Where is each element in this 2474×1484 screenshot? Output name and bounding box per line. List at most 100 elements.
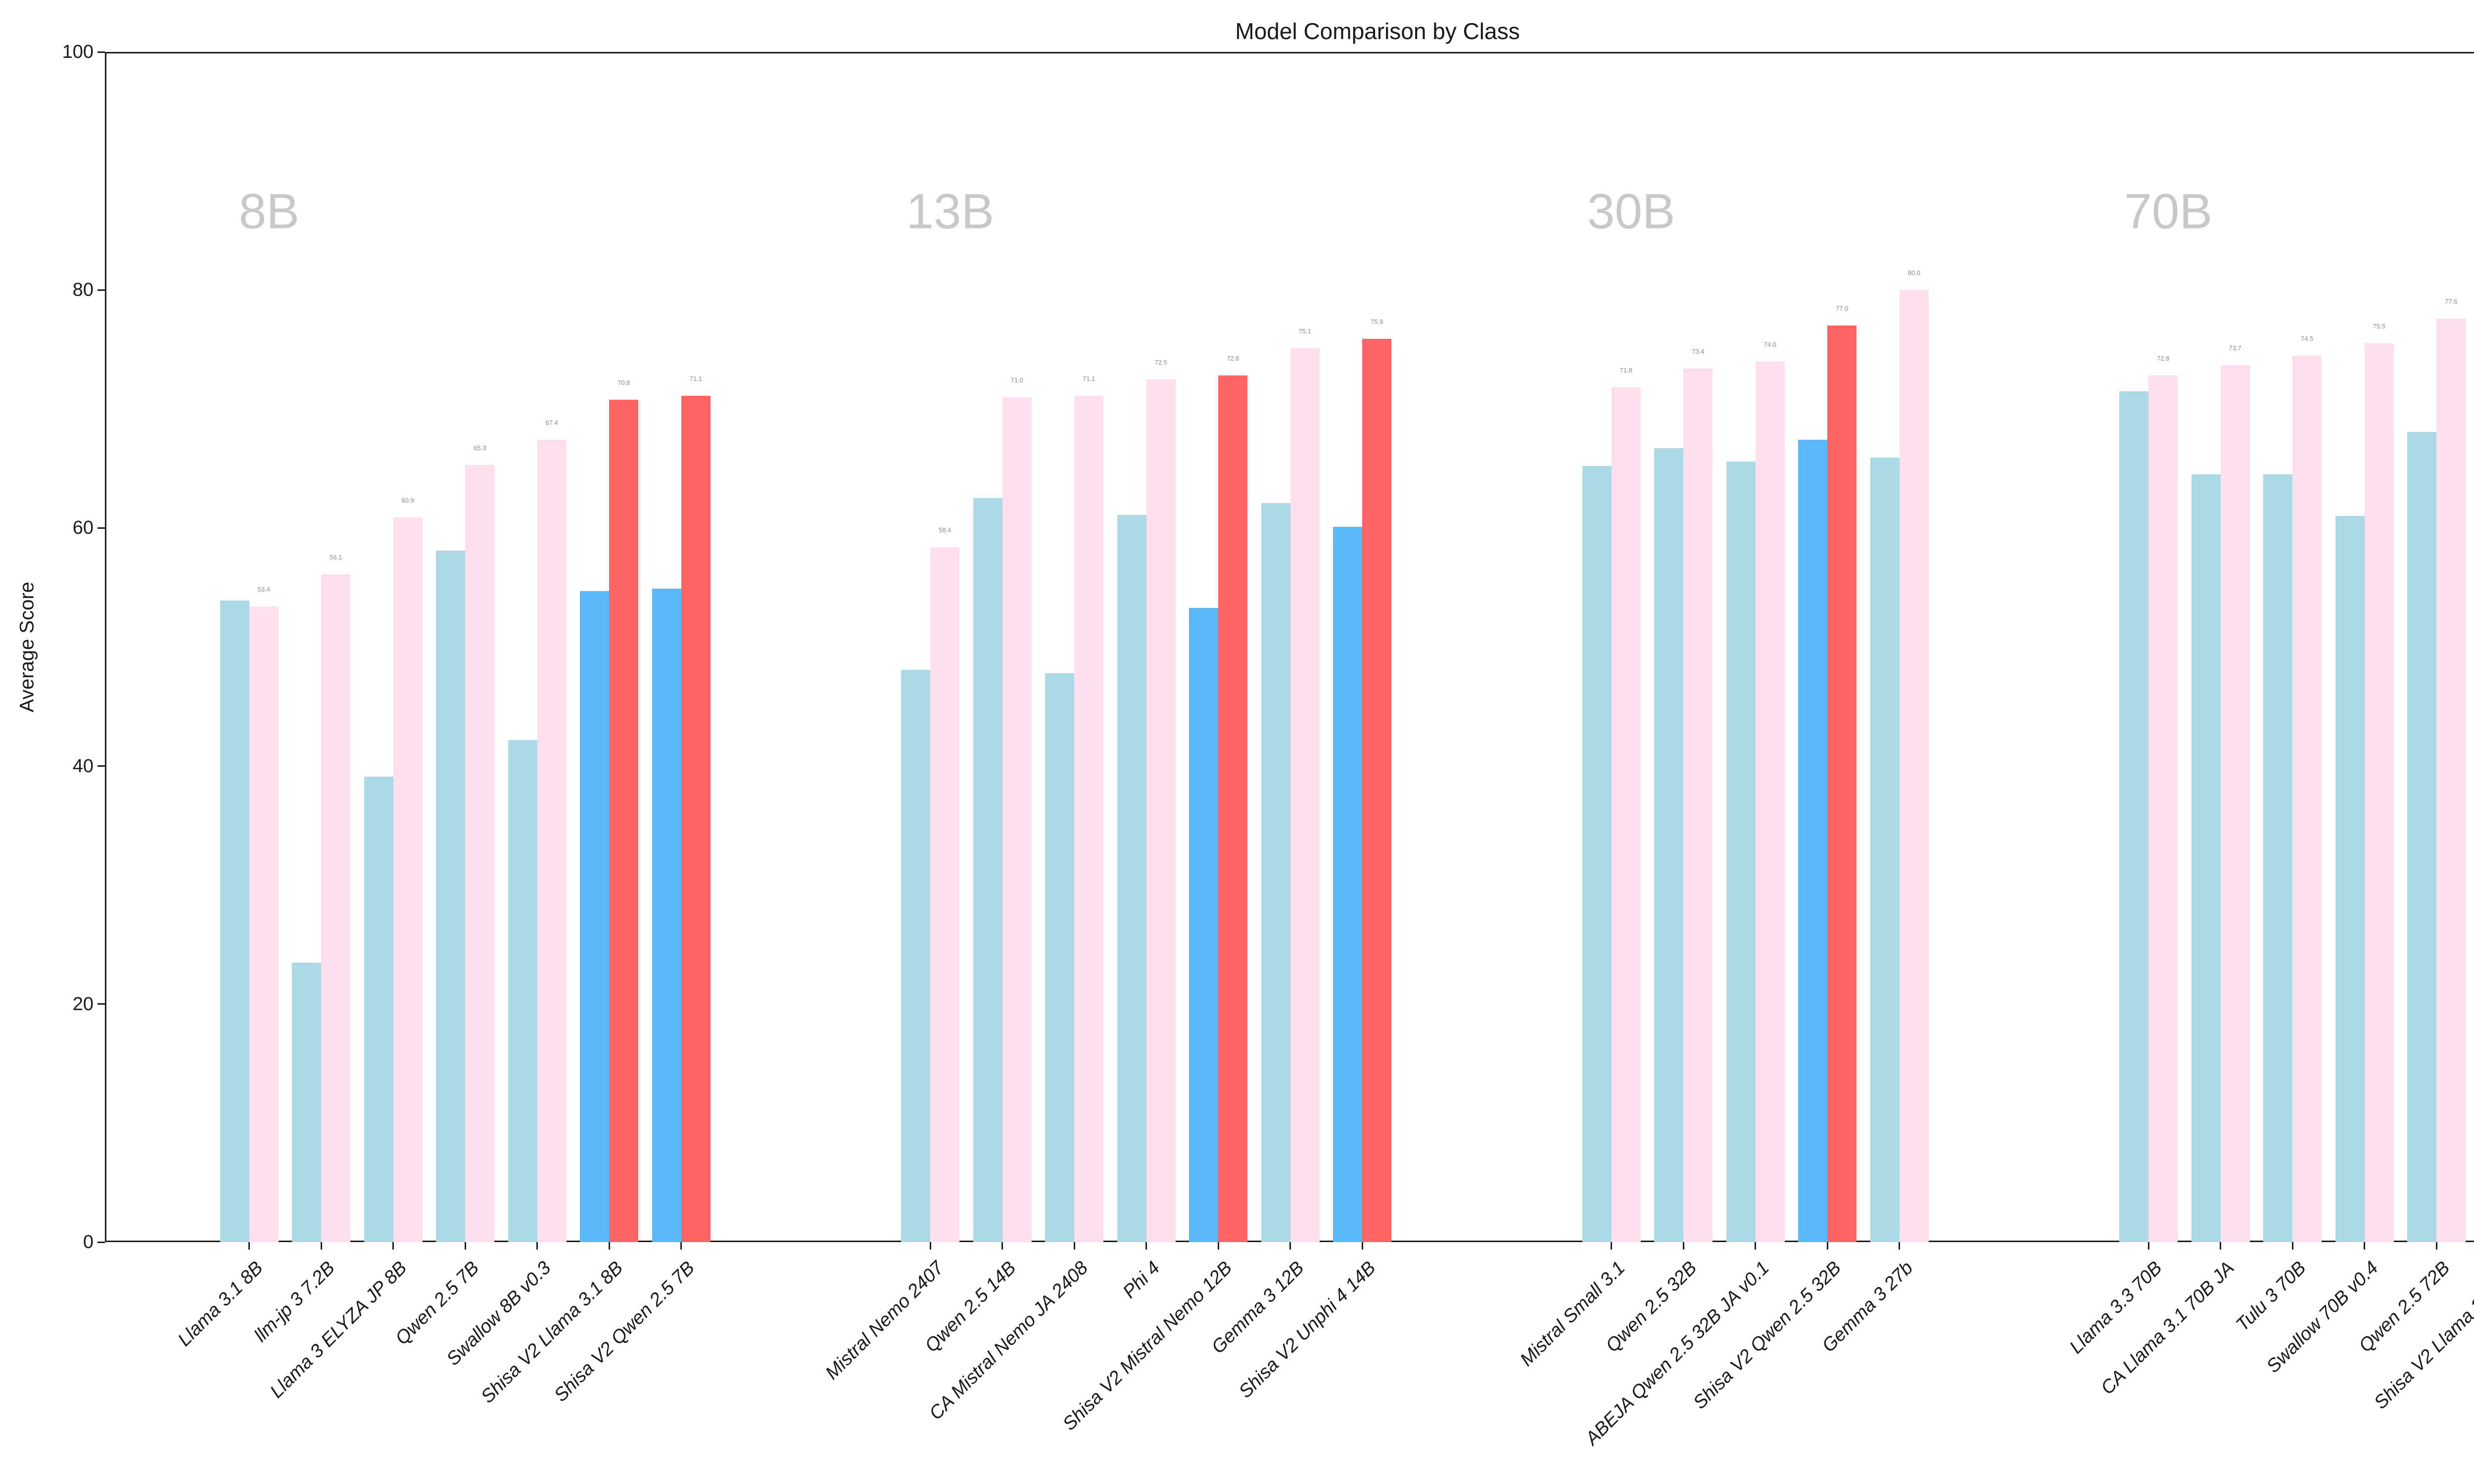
bar-value-label: 71.1	[689, 375, 702, 383]
ja-bar	[1290, 348, 1320, 1242]
x-tick	[680, 1242, 682, 1250]
ja-bar	[1899, 290, 1929, 1242]
y-tick-label: 0	[83, 1232, 94, 1252]
en-bar	[1654, 448, 1684, 1242]
bar-value-label: 77.6	[2445, 297, 2458, 305]
x-tick	[320, 1242, 322, 1250]
x-tick-label: Shisa V2 Qwen 2.5 7B	[550, 1257, 699, 1406]
en-bar	[1261, 503, 1290, 1242]
bar-value-label: 65.3	[474, 444, 486, 452]
x-tick-label: CA Llama 3.1 70B JA	[2096, 1257, 2238, 1399]
bar-value-label: 72.8	[2157, 355, 2170, 363]
x-tick-label: Mistral Nemo 2407	[821, 1257, 948, 1384]
x-tick	[536, 1242, 538, 1250]
en-bar	[580, 591, 610, 1242]
bar-value-label: 53.4	[257, 586, 270, 594]
x-tick	[248, 1242, 250, 1250]
x-tick	[1611, 1242, 1613, 1250]
x-tick	[392, 1242, 394, 1250]
en-bar	[508, 740, 537, 1242]
en-bar	[2335, 516, 2365, 1242]
ja-bar	[1002, 397, 1032, 1242]
y-tick	[97, 51, 105, 53]
group-label-30b: 30B	[1587, 184, 1675, 239]
x-tick	[1073, 1242, 1075, 1250]
x-tick	[2147, 1242, 2149, 1250]
ja-bar	[1611, 387, 1641, 1242]
bar-value-label: 60.9	[401, 496, 414, 504]
ja-bar	[609, 399, 639, 1242]
x-tick-label: Tulu 3 70B	[2232, 1257, 2310, 1336]
ja-bar	[2436, 318, 2466, 1242]
y-tick-label: 60	[72, 517, 94, 539]
x-tick	[1682, 1242, 1684, 1250]
en-bar	[2191, 474, 2221, 1242]
x-tick	[2220, 1242, 2222, 1250]
en-bar	[220, 601, 249, 1242]
group-label-70b: 70B	[2124, 184, 2213, 239]
x-tick	[2291, 1242, 2293, 1250]
x-tick	[1361, 1242, 1363, 1250]
ja-bar	[537, 440, 567, 1242]
bar-value-label: 67.4	[545, 419, 558, 427]
bar-value-label: 80.0	[1907, 269, 1920, 277]
en-bar	[973, 498, 1002, 1242]
bar-value-label: 74.0	[1763, 340, 1776, 348]
bar-value-label: 73.4	[1692, 347, 1705, 355]
y-tick-label: 100	[62, 42, 94, 62]
x-tick-label: Shisa V2 Unphi 4 14B	[1235, 1257, 1380, 1402]
x-tick-label: Shisa V2 Llama 3.1 8B	[476, 1257, 627, 1408]
ja-bar	[1074, 396, 1104, 1242]
y-tick	[97, 289, 105, 291]
en-bar	[436, 551, 466, 1242]
bar-value-label: 70.8	[618, 378, 630, 386]
x-tick-label: Llama 3 ELYZA JP 8B	[266, 1257, 411, 1402]
y-tick	[97, 765, 105, 767]
en-bar	[1045, 673, 1075, 1242]
x-tick-label: Mistral Small 3.1	[1516, 1257, 1629, 1371]
en-bar	[1117, 514, 1146, 1242]
y-tick	[97, 1003, 105, 1005]
ja-bar	[2220, 365, 2250, 1242]
bar-value-label: 71.1	[1083, 375, 1095, 383]
x-tick	[1217, 1242, 1219, 1250]
ja-bar	[249, 606, 279, 1242]
x-tick	[464, 1242, 466, 1250]
y-tick-label: 40	[72, 755, 94, 777]
en-bar	[1726, 461, 1756, 1242]
ja-bar	[321, 574, 351, 1242]
group-label-13b: 13B	[906, 184, 995, 239]
en-bar	[364, 777, 393, 1242]
ja-bar	[930, 547, 960, 1242]
bar-value-label: 75.5	[2373, 323, 2385, 330]
en-bar	[2263, 474, 2293, 1242]
bar-value-label: 73.7	[2229, 344, 2241, 352]
en-bar	[1333, 526, 1363, 1242]
y-axis-label: Average Score	[16, 582, 38, 712]
x-tick	[608, 1242, 610, 1250]
en-bar	[292, 962, 322, 1242]
y-tick	[97, 1241, 105, 1243]
x-tick-label: Shisa V2 Qwen 2.5 32B	[1689, 1257, 1845, 1414]
ja-bar	[1146, 379, 1176, 1242]
y-tick	[97, 527, 105, 529]
group-label-8b: 8B	[238, 184, 299, 239]
ja-bar	[2292, 355, 2322, 1242]
en-bar	[1870, 458, 1900, 1242]
bar-value-label: 58.4	[939, 526, 952, 534]
bar-value-label: 72.5	[1154, 358, 1167, 366]
x-tick	[1755, 1242, 1757, 1250]
ja-bar	[2364, 343, 2394, 1242]
y-tick-label: 80	[72, 279, 94, 301]
ja-bar	[1683, 368, 1713, 1242]
ja-bar	[1362, 338, 1392, 1242]
bar-value-label: 74.5	[2301, 334, 2314, 342]
en-bar	[901, 669, 931, 1242]
ja-bar	[681, 396, 711, 1242]
ja-bar	[1827, 325, 1857, 1242]
ja-bar	[2148, 375, 2178, 1242]
ja-bar	[1755, 361, 1785, 1242]
bar-value-label: 71.0	[1010, 376, 1023, 384]
en-bar	[2119, 391, 2149, 1242]
